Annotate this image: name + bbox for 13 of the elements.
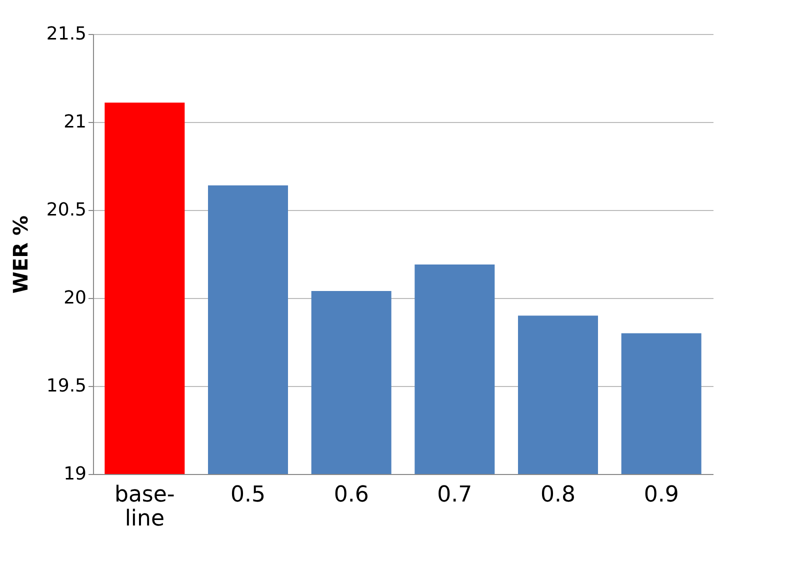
x-tick-label: 0.9: [644, 482, 679, 508]
y-tick-label: 20.5: [46, 200, 86, 220]
x-tick-label: base-line: [114, 482, 175, 532]
x-tick-label: 0.8: [540, 482, 576, 508]
y-tick-label: 20: [64, 288, 86, 308]
y-axis-title: WER %: [8, 215, 32, 294]
y-tick-label: 21: [64, 112, 86, 132]
y-tick-label: 21.5: [46, 24, 86, 44]
x-tick-label: 0.6: [334, 482, 369, 508]
y-tick-label: 19: [64, 464, 86, 484]
x-tick-label: 0.7: [437, 482, 472, 508]
y-tick-label: 19.5: [46, 376, 86, 396]
x-tick-label: 0.5: [230, 482, 266, 508]
